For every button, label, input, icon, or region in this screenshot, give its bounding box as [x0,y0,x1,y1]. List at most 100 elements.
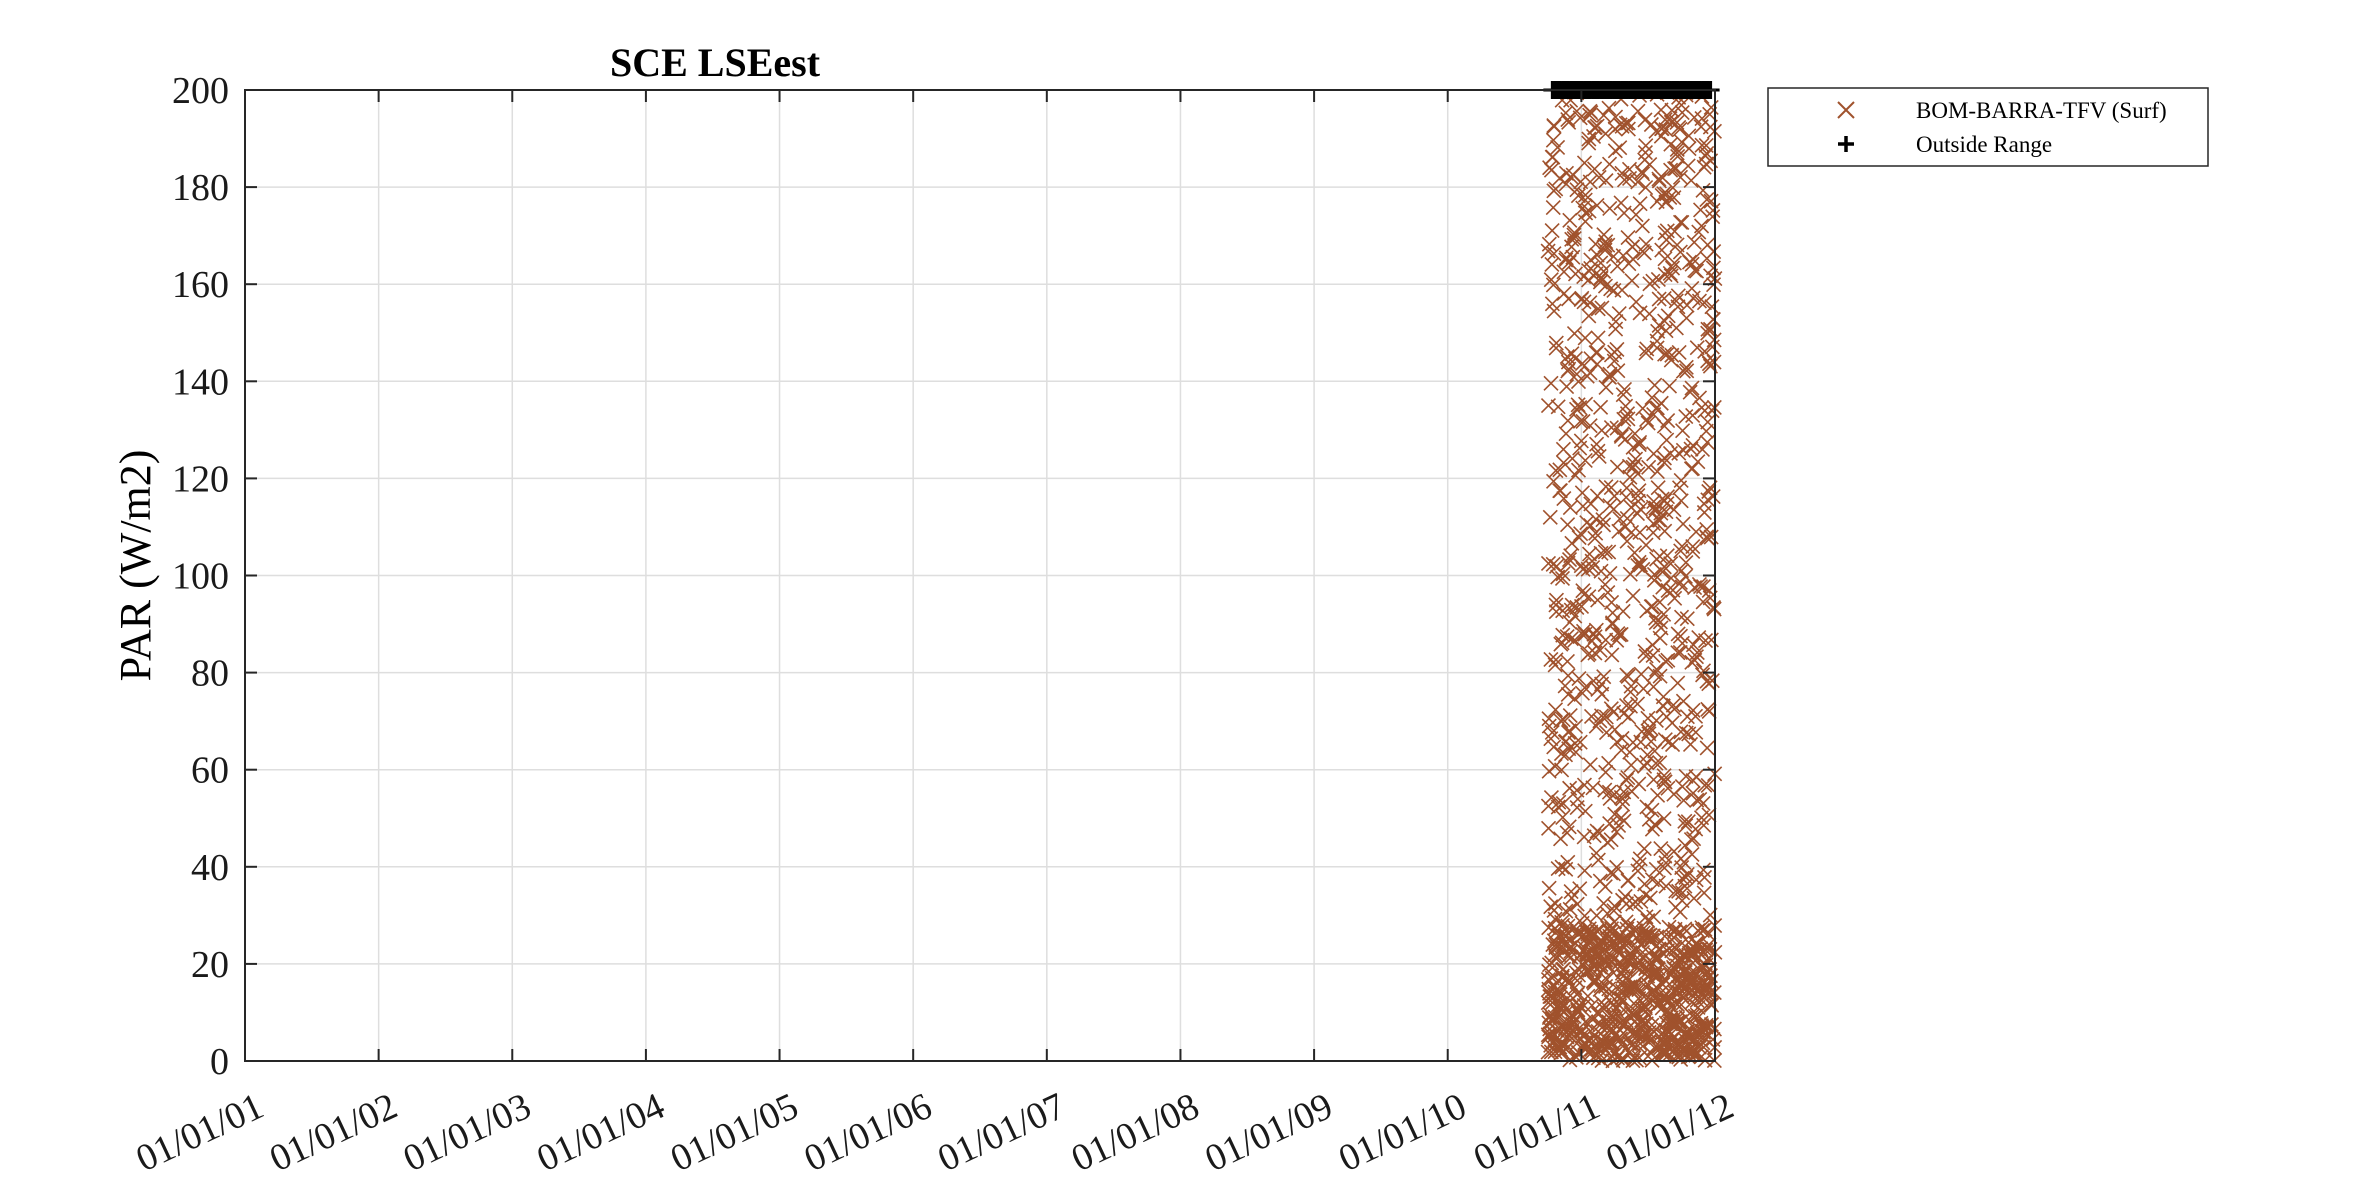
data-point [1659,990,1675,1006]
data-point [1620,229,1636,246]
data-point [1545,132,1561,148]
data-point [1596,997,1612,1013]
data-point [1545,277,1561,293]
data-point [1631,1026,1647,1042]
data-point [1580,988,1596,1004]
data-point [1559,517,1576,533]
data-point [1647,665,1663,682]
data-point [1619,667,1635,683]
data-point [1695,1035,1711,1051]
data-point [1570,791,1586,807]
data-point [1653,102,1669,118]
data-point [1618,772,1635,788]
data-point [1557,678,1573,694]
data-point [1619,480,1635,496]
data-point [1573,598,1590,614]
data-point [1632,434,1648,451]
data-point [1540,243,1556,259]
data-point [1617,519,1633,535]
data-point [1542,509,1558,525]
data-point [1637,144,1653,161]
data-point [1569,182,1585,198]
data-point [1630,863,1646,879]
data-point [1572,440,1588,456]
data-point [1615,791,1631,807]
data-point [1589,118,1605,134]
data-point [1540,798,1556,814]
data-point [1623,678,1639,694]
data-point [1597,278,1614,294]
data-point [1635,166,1651,182]
legend-marker-x-icon [1837,101,1855,119]
data-point [1607,722,1623,738]
x-tick-labels: 01/01/0101/01/0201/01/0301/01/0401/01/05… [130,1085,1740,1180]
data-point [1673,543,1689,559]
data-point [1570,1002,1586,1019]
data-point [1703,632,1719,648]
data-point [1604,647,1620,663]
data-point [1570,188,1586,204]
data-point [1667,223,1683,239]
data-point [1642,156,1658,173]
data-point [1562,780,1578,796]
data-point [1679,866,1695,882]
data-point [1583,925,1599,942]
y-tick-label: 140 [172,361,229,403]
data-point [1552,462,1568,478]
data-point [1577,214,1593,230]
data-point [1669,996,1686,1012]
data-point [1591,448,1607,465]
data-point [1683,831,1699,848]
data-point [1598,764,1614,780]
data-point [1630,466,1646,482]
data-point [1555,809,1571,825]
data-point [1567,266,1584,282]
data-point [1595,512,1611,528]
data-point [1627,456,1643,472]
data-point [1602,366,1618,382]
data-point [1610,626,1626,642]
data-point [1548,335,1564,351]
data-point [1641,723,1657,740]
data-point [1660,582,1676,598]
data-point [1684,654,1700,670]
y-tick-label: 20 [191,944,229,986]
data-point [1625,251,1641,267]
data-point [1560,413,1576,429]
data-point [1594,422,1610,438]
data-point [1586,828,1602,844]
data-point [1588,236,1604,252]
data-point [1699,673,1715,689]
data-point [1631,857,1647,873]
data-point [1575,561,1591,577]
data-point [1607,1046,1623,1062]
data-point [1704,299,1720,315]
data-point [1685,251,1701,267]
data-point [1600,1019,1617,1035]
data-point [1592,642,1608,658]
data-point [1674,214,1690,230]
data-point [1696,496,1712,512]
data-point [1556,285,1572,302]
data-point [1558,903,1574,919]
data-point [1677,813,1693,829]
data-point [1587,530,1603,546]
data-point [1613,427,1629,443]
data-point [1566,231,1582,247]
data-point [1671,1042,1687,1058]
data-point [1561,114,1577,130]
data-point [1609,258,1626,274]
data-point [1647,503,1663,519]
data-point [1572,413,1588,429]
data-point [1544,955,1560,971]
data-point [1606,914,1622,930]
x-tick-label: 01/01/09 [1199,1085,1339,1180]
data-point [1596,669,1612,685]
data-point [1631,554,1647,570]
data-point [1662,265,1678,281]
data-point [1581,135,1597,151]
data-point [1603,419,1619,436]
data-point [1590,443,1606,459]
data-point [1632,524,1648,540]
